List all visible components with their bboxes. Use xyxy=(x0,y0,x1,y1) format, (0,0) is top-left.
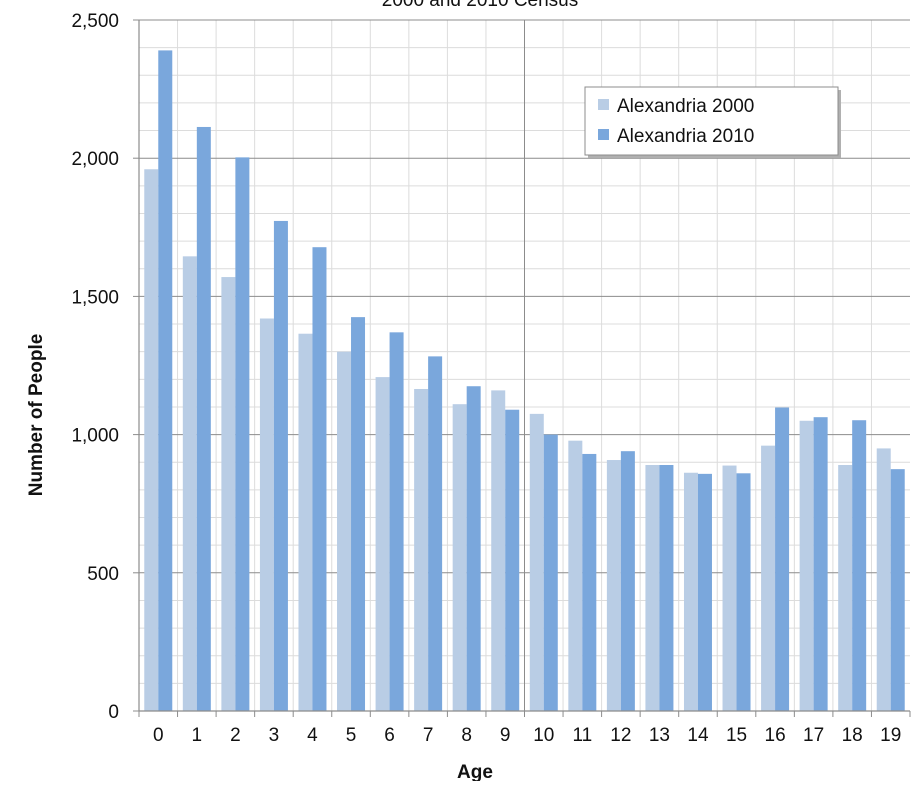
x-tick-label: 11 xyxy=(572,725,592,746)
bar-2010-age-9 xyxy=(505,409,520,711)
bar-2000-age-16 xyxy=(761,445,776,711)
y-tick-label: 500 xyxy=(87,564,119,585)
bar-2010-age-2 xyxy=(235,157,250,712)
x-tick-label: 12 xyxy=(610,725,631,746)
bar-2010-age-12 xyxy=(620,451,635,711)
bar-2010-age-11 xyxy=(582,453,597,711)
legend-label-2000: Alexandria 2000 xyxy=(617,96,754,117)
bar-2010-age-17 xyxy=(813,417,828,711)
bar-2000-age-2 xyxy=(221,277,236,711)
legend-label-2010: Alexandria 2010 xyxy=(617,126,754,147)
y-axis-title: Number of People xyxy=(26,334,47,497)
bar-2000-age-4 xyxy=(298,333,313,711)
bar-2000-age-19 xyxy=(876,448,891,711)
bar-2010-age-1 xyxy=(196,126,211,711)
bar-2000-age-0 xyxy=(144,169,159,712)
bar-2010-age-10 xyxy=(543,434,558,711)
bar-2000-age-15 xyxy=(722,465,737,711)
x-tick-label: 4 xyxy=(307,725,318,746)
bar-2000-age-6 xyxy=(375,377,390,711)
bar-2000-age-9 xyxy=(491,390,506,711)
bar-2010-age-19 xyxy=(890,469,905,711)
y-tick-label: 1,000 xyxy=(71,426,119,447)
bar-2010-age-14 xyxy=(697,473,712,711)
bar-2000-age-18 xyxy=(838,465,853,711)
x-tick-labels: 0 1 2 3 4 5 6 7 8 9 10 11 12 13 14 15 16 17 18 19 xyxy=(153,725,901,746)
y-tick-labels: 0 500 1,000 1,500 2,000 2,500 xyxy=(71,11,119,723)
bar-2010-age-8 xyxy=(466,386,481,711)
bar-2010-age-4 xyxy=(312,247,327,711)
bar-2010-age-13 xyxy=(659,465,674,711)
bar-2000-age-7 xyxy=(414,388,429,711)
x-tick-label: 14 xyxy=(687,725,709,746)
x-tick-label: 7 xyxy=(423,725,434,746)
legend: Alexandria 2000 Alexandria 2010 xyxy=(584,86,841,158)
x-tick-label: 3 xyxy=(269,725,280,746)
bar-2000-age-14 xyxy=(683,472,698,711)
x-tick-label: 5 xyxy=(346,725,357,746)
x-tick-label: 18 xyxy=(842,725,863,746)
x-tick-label: 15 xyxy=(726,725,747,746)
bar-2010-age-16 xyxy=(775,407,790,711)
bar-2010-age-0 xyxy=(158,50,173,712)
bars xyxy=(144,50,905,712)
bar-2010-age-18 xyxy=(852,420,867,711)
legend-box xyxy=(584,86,839,156)
x-tick-label: 19 xyxy=(880,725,901,746)
x-tick-label: 0 xyxy=(153,725,164,746)
y-tick-label: 0 xyxy=(108,702,119,723)
x-tick-label: 16 xyxy=(765,725,786,746)
axes xyxy=(133,19,911,717)
bar-2010-age-15 xyxy=(736,473,751,711)
x-tick-label: 1 xyxy=(192,725,203,746)
y-tick-label: 1,500 xyxy=(71,287,119,308)
x-tick-label: 17 xyxy=(803,725,824,746)
chart-subtitle: 2000 and 2010 Census xyxy=(382,0,579,11)
x-tick-label: 6 xyxy=(384,725,395,746)
bar-2000-age-5 xyxy=(337,351,352,711)
bar-2010-age-5 xyxy=(351,317,366,711)
legend-swatch-2010 xyxy=(598,129,609,140)
bar-2000-age-11 xyxy=(568,440,583,711)
bar-2010-age-7 xyxy=(428,356,443,711)
bar-2010-age-6 xyxy=(389,332,404,711)
x-axis-title: Age xyxy=(457,762,493,781)
bar-2000-age-17 xyxy=(799,420,814,711)
x-tick-label: 10 xyxy=(533,725,554,746)
bar-2000-age-12 xyxy=(606,460,621,711)
x-tick-label: 8 xyxy=(461,725,472,746)
legend-swatch-2000 xyxy=(598,99,609,110)
bar-2000-age-13 xyxy=(645,465,660,711)
x-tick-label: 13 xyxy=(649,725,670,746)
bar-2010-age-3 xyxy=(273,220,288,711)
bar-2000-age-10 xyxy=(529,413,544,711)
x-tick-label: 2 xyxy=(230,725,241,746)
bar-2000-age-3 xyxy=(259,318,274,711)
y-tick-label: 2,000 xyxy=(71,149,119,170)
y-tick-label: 2,500 xyxy=(71,11,119,32)
bar-2000-age-1 xyxy=(182,256,197,711)
bar-2000-age-8 xyxy=(452,404,467,711)
x-tick-label: 9 xyxy=(500,725,511,746)
